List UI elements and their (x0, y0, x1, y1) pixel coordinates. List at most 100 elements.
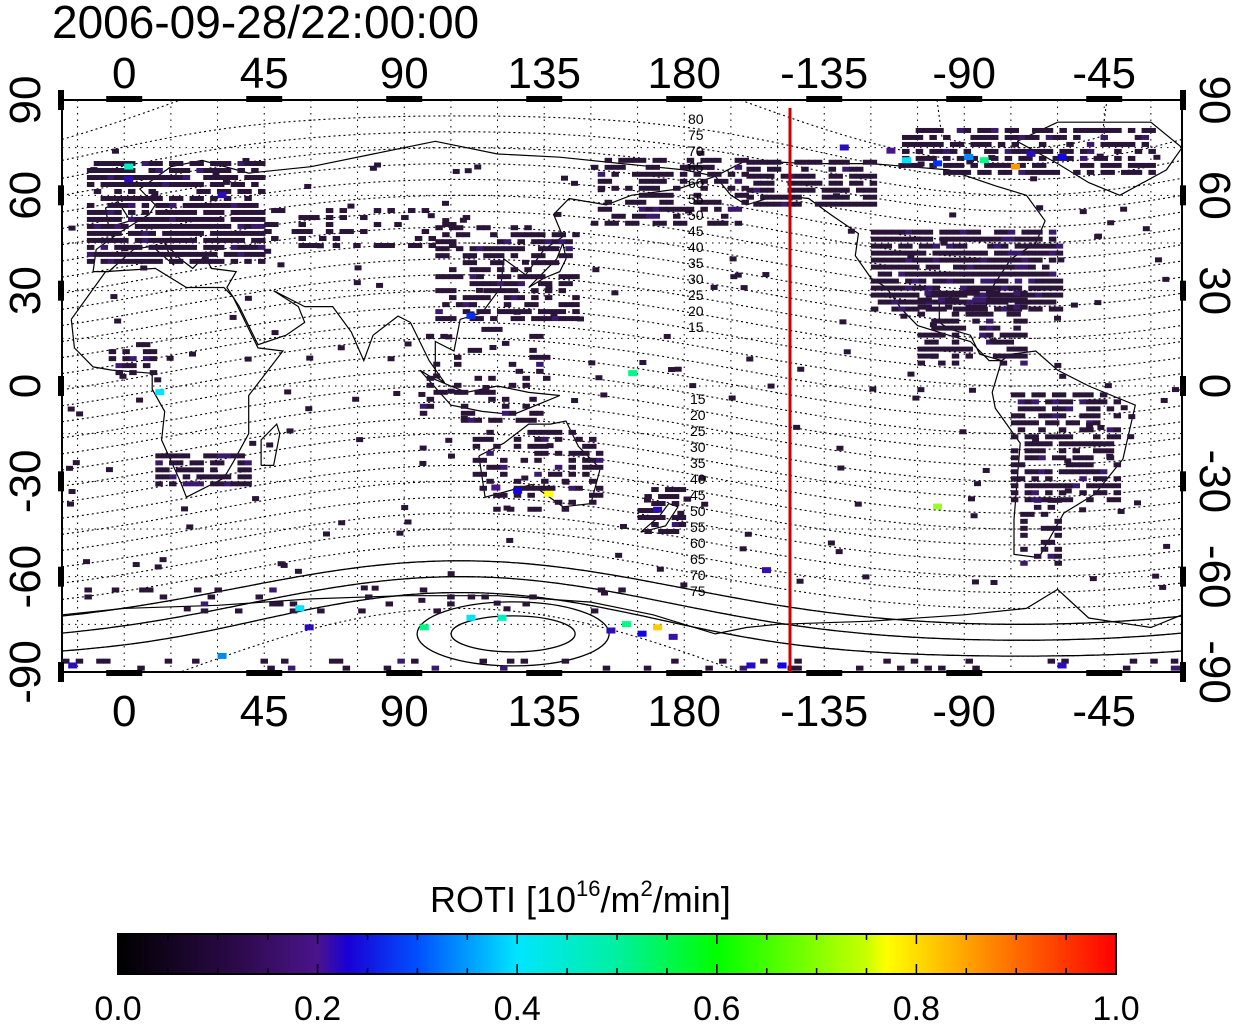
roti-cell (956, 162, 965, 168)
roti-cell (714, 157, 722, 163)
roti-cell (216, 174, 225, 180)
roti-cell (442, 222, 450, 228)
roti-cell (383, 665, 392, 671)
roti-cell (659, 192, 667, 198)
roti-cell (671, 522, 680, 528)
roti-cell (1093, 127, 1102, 133)
roti-cell (166, 355, 174, 361)
roti-cell (974, 481, 982, 487)
roti-cell (956, 127, 965, 133)
roti-cell (251, 181, 259, 187)
roti-cell (230, 453, 239, 459)
roti-cell (977, 169, 985, 175)
roti-cell (554, 499, 563, 505)
roti-cell (216, 237, 225, 243)
roti-cell (251, 237, 259, 243)
roti-cell (902, 162, 910, 168)
roti-cell-elevated (746, 662, 756, 669)
roti-cell (442, 302, 450, 308)
roti-cell (479, 457, 488, 463)
roti-cell (1170, 658, 1179, 664)
roti-cell (255, 594, 264, 600)
roti-cell (917, 161, 925, 167)
roti-cell (216, 460, 225, 466)
roti-cell (1048, 250, 1057, 256)
roti-cell (182, 244, 191, 250)
roti-cell (141, 230, 150, 236)
roti-cell (625, 157, 633, 163)
roti-cell (970, 155, 978, 161)
roti-cell (946, 250, 954, 256)
roti-cell (572, 274, 580, 280)
roti-cell (959, 243, 968, 249)
roti-cell (216, 474, 225, 480)
roti-cell (1006, 304, 1015, 310)
roti-cell (230, 209, 239, 215)
roti-cell (496, 260, 505, 266)
roti-cell (1086, 441, 1094, 447)
roti-cell (827, 540, 835, 546)
roti-cell (428, 236, 436, 242)
roti-cell (203, 474, 211, 480)
roti-cell (582, 464, 590, 470)
roti-cell (908, 141, 917, 147)
roti-cell (175, 161, 184, 167)
roti-cell (1010, 462, 1019, 468)
roti-cell (883, 658, 891, 664)
roti-cell (1042, 271, 1050, 277)
roti-cell (572, 309, 580, 315)
roti-cell (905, 299, 913, 305)
roti-cell (905, 292, 913, 298)
roti-cell (664, 494, 673, 500)
roti-cell (1079, 427, 1087, 433)
roti-cell (1054, 532, 1062, 538)
roti-cell (141, 237, 150, 243)
roti-cell (766, 187, 775, 193)
roti-cell (1106, 453, 1114, 459)
roti-cell (1045, 413, 1053, 419)
colorbar-tick-label: 0.6 (693, 990, 740, 1024)
roti-cell (86, 258, 95, 264)
roti-cell (561, 658, 570, 664)
roti-cell (992, 290, 1001, 296)
roti-cell (149, 356, 158, 362)
roti-cell (490, 253, 498, 259)
roti-cell (671, 529, 680, 534)
roti-cell (114, 223, 122, 229)
roti-cell (521, 475, 529, 481)
roti-cell (967, 496, 975, 502)
roti-cell (1035, 229, 1043, 235)
roti-cell (1038, 427, 1046, 433)
roti-cell (522, 403, 530, 409)
roti-cell (1065, 469, 1074, 475)
roti-cell (953, 250, 961, 256)
roti-cell (973, 271, 982, 277)
roti-cell (1113, 462, 1122, 468)
roti-cell (1086, 406, 1094, 412)
bottom-tick-mark (106, 670, 143, 676)
roti-cell (200, 601, 209, 607)
roti-cell (223, 481, 232, 487)
roti-cell (186, 524, 194, 530)
roti-cell-elevated (1026, 150, 1036, 157)
roti-cell (251, 230, 259, 236)
roti-cell (808, 173, 816, 179)
roti-cell (162, 474, 170, 480)
roti-cell (1133, 500, 1141, 506)
roti-cell (114, 181, 122, 187)
roti-cell (387, 208, 395, 214)
roti-cell (455, 225, 464, 231)
roti-cell (503, 309, 512, 315)
roti-cell (455, 246, 464, 252)
roti-cell (121, 258, 129, 264)
right-lat-label: 0 (1190, 374, 1239, 398)
roti-cell (1048, 243, 1057, 249)
roti-cell (1038, 483, 1046, 489)
roti-cell (917, 360, 926, 366)
roti-cell (1097, 424, 1105, 430)
roti-cell (932, 271, 940, 277)
roti-cell (107, 181, 115, 187)
roti-cell (638, 157, 647, 163)
roti-cell (707, 199, 715, 205)
roti-cell (544, 260, 553, 266)
